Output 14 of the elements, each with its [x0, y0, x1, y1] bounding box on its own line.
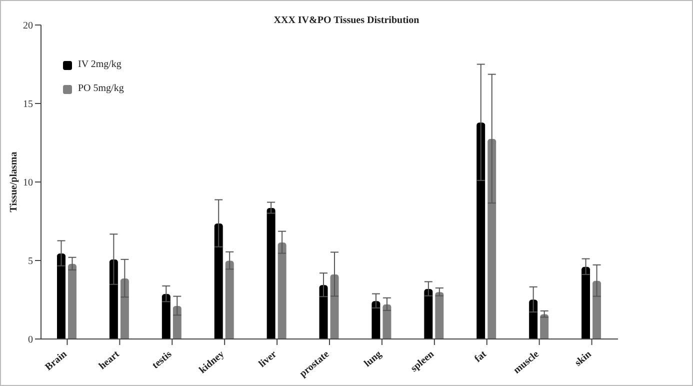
- y-tick-label: 0: [28, 334, 33, 346]
- chart-title: XXX IV&PO Tissues Distribution: [274, 15, 420, 26]
- x-tick-label: fat: [472, 348, 490, 365]
- x-tick-label: skin: [572, 348, 594, 369]
- legend-label: PO 5mg/kg: [78, 82, 124, 96]
- x-tick-label: liver: [257, 348, 280, 370]
- y-axis-title: Tissue/plasma: [8, 152, 20, 212]
- y-tick-label: 5: [28, 256, 33, 268]
- y-tick-label: 10: [23, 178, 33, 189]
- legend-label: IV 2mg/kg: [78, 58, 122, 72]
- x-tick-label: testis: [150, 348, 174, 372]
- y-tick-label: 15: [23, 99, 33, 110]
- y-tick-label: 20: [23, 20, 33, 32]
- x-tick-label: lung: [362, 348, 384, 370]
